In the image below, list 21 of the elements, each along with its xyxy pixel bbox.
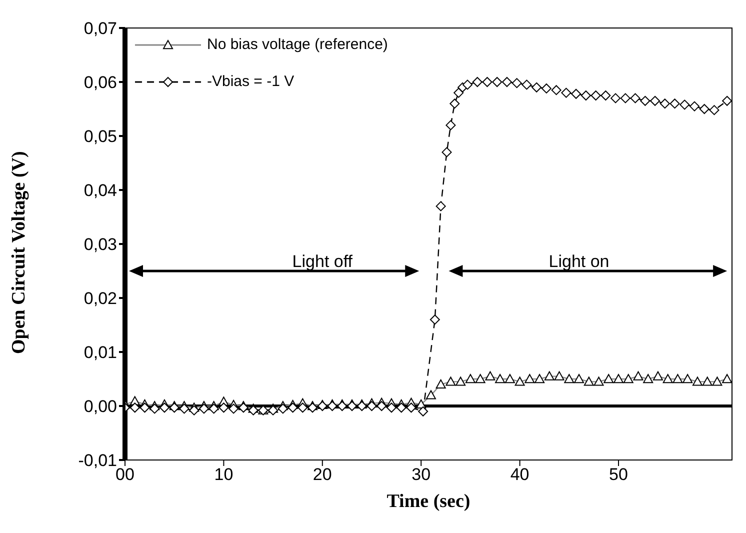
- x-tick-label: 30: [412, 465, 431, 484]
- x-tick-label: 00: [116, 465, 134, 484]
- y-tick-label: -0,01: [78, 451, 117, 470]
- y-tick-label: 0,01: [84, 343, 117, 362]
- annotation: Light off: [292, 252, 353, 271]
- annotation: Light on: [548, 252, 610, 271]
- y-tick-label: 0,07: [84, 19, 117, 38]
- y-tick-label: 0,02: [84, 289, 117, 308]
- y-tick-label: 0,04: [84, 181, 117, 200]
- x-tick-label: 50: [609, 465, 628, 484]
- y-tick-label: 0,05: [84, 127, 117, 146]
- y-tick-label: 0,00: [84, 397, 117, 416]
- y-axis-title: Open Circuit Voltage (V): [8, 151, 30, 354]
- x-tick-label: 10: [214, 465, 234, 484]
- legend-label: -Vbias = -1 V: [207, 73, 294, 90]
- x-tick-label: 40: [510, 465, 530, 484]
- x-tick-label: 20: [312, 465, 332, 484]
- y-tick-label: 0,06: [84, 73, 117, 92]
- y-tick-label: 0,03: [84, 235, 117, 254]
- legend-label: No bias voltage (reference): [207, 36, 388, 53]
- x-axis-title: Time (sec): [386, 491, 470, 512]
